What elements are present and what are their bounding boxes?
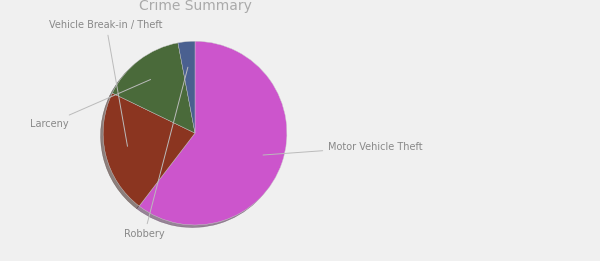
Wedge shape (103, 93, 195, 206)
Text: Robbery: Robbery (124, 67, 188, 239)
Text: Motor Vehicle Theft: Motor Vehicle Theft (263, 142, 423, 155)
Title: Crime Summary: Crime Summary (139, 0, 251, 13)
Wedge shape (178, 41, 195, 133)
Text: Larceny: Larceny (29, 80, 151, 129)
Wedge shape (139, 41, 287, 225)
Text: Vehicle Break-in / Theft: Vehicle Break-in / Theft (49, 20, 163, 146)
Wedge shape (112, 43, 195, 133)
